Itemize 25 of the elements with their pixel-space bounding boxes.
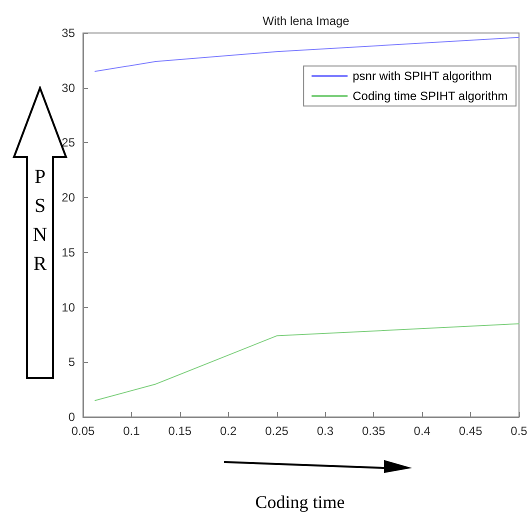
line-series — [94, 36, 520, 72]
chart-title: With lena Image — [262, 14, 350, 28]
x-tick-label: 0.2 — [220, 424, 237, 438]
x-tick-label: 0.45 — [458, 424, 483, 438]
x-tick-label: 0.4 — [414, 424, 431, 438]
y-tick-label: 5 — [68, 355, 76, 370]
x-tick-label: 0.15 — [168, 424, 192, 438]
y-tick-label: 10 — [62, 300, 76, 314]
x-tick-label: 0.3 — [316, 424, 334, 438]
x-tick-label: 0.35 — [362, 424, 386, 438]
y-tick-label: 15 — [62, 245, 76, 260]
y-axis-title: PSNR — [32, 165, 48, 277]
legend-label: Coding time SPIHT algorithm — [352, 89, 508, 103]
x-tick-label: 0.1 — [123, 424, 140, 438]
legend-label: psnr with SPIHT algorithm — [352, 69, 492, 83]
y-tick-label: 0 — [68, 410, 76, 424]
y-tick-label: 30 — [62, 80, 76, 95]
y-tick-label: 20 — [62, 190, 76, 205]
x-tick-label: 0.5 — [510, 424, 528, 438]
y-tick-label: 25 — [62, 136, 76, 150]
y-tick-label: 35 — [62, 26, 76, 40]
x-tick-label: 0.25 — [265, 424, 289, 438]
x-tick-label: 0.05 — [71, 424, 95, 438]
x-axis-title: Coding time — [254, 492, 346, 513]
line-series — [94, 323, 520, 402]
